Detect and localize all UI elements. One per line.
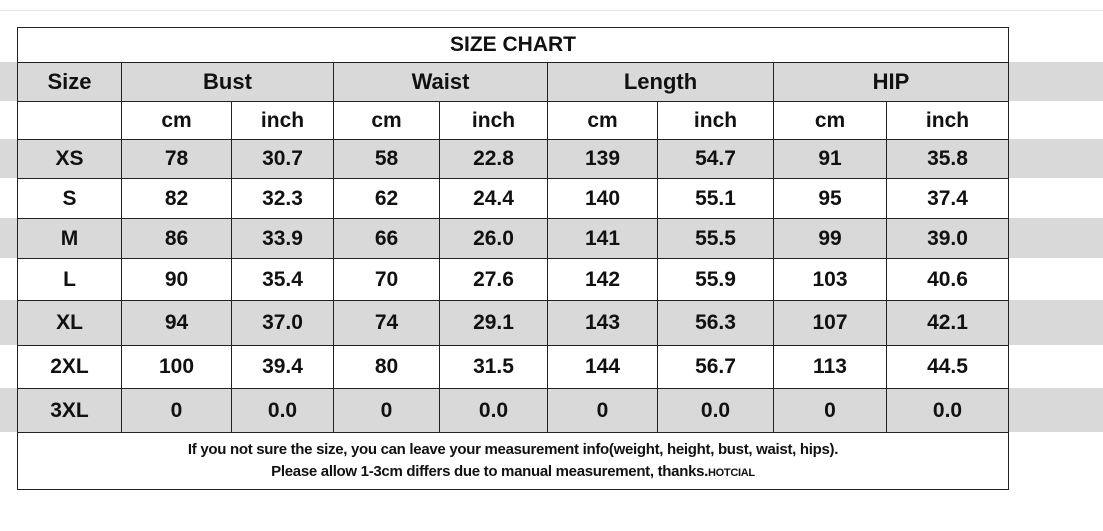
measurement-cell: 42.1	[885, 300, 1010, 346]
measurement-cell: 39.4	[231, 345, 334, 389]
measurement-cell: 24.4	[439, 178, 548, 219]
size-label: 2XL	[17, 345, 122, 389]
measurement-cell: 100	[121, 345, 232, 389]
measurement-cell: 37.4	[885, 178, 1010, 219]
size-chart-table: SIZE CHART Size Bust Waist Length HIP cm…	[16, 27, 1010, 490]
measurement-cell: 142	[547, 258, 658, 301]
measurement-cell: 82	[121, 178, 232, 219]
size-label: L	[17, 258, 122, 301]
footer-note: If you not sure the size, you can leave …	[16, 432, 1010, 490]
measurement-cell: 0	[121, 388, 232, 433]
measurement-cell: 58	[333, 139, 440, 179]
table-row: 2XL 100 39.4 80 31.5 144 56.7 113 44.5	[17, 345, 1010, 389]
measurement-cell: 113	[773, 345, 887, 389]
measurement-cell: 140	[547, 178, 658, 219]
measurement-cell: 31.5	[439, 345, 548, 389]
measurement-cell: 91	[773, 139, 887, 179]
footer-line-1: If you not sure the size, you can leave …	[187, 440, 839, 458]
measurement-cell: 103	[773, 258, 887, 301]
unit-inch: inch	[439, 101, 548, 140]
measurement-cell: 107	[773, 300, 887, 346]
measurement-cell: 35.8	[885, 139, 1010, 179]
measurement-cell: 70	[333, 258, 440, 301]
header-length: Length	[547, 62, 774, 102]
measurement-cell: 86	[121, 218, 232, 259]
measurement-cell: 74	[333, 300, 440, 346]
measurement-cell: 99	[773, 218, 887, 259]
measurement-cell: 55.1	[657, 178, 774, 219]
measurement-cell: 80	[333, 345, 440, 389]
measurement-cell: 27.6	[439, 258, 548, 301]
measurement-cell: 66	[333, 218, 440, 259]
measurement-cell: 139	[547, 139, 658, 179]
measurement-cell: 33.9	[231, 218, 334, 259]
table-row: M 86 33.9 66 26.0 141 55.5 99 39.0	[17, 218, 1010, 259]
table-row: XS 78 30.7 58 22.8 139 54.7 91 35.8	[17, 139, 1010, 179]
unit-inch: inch	[657, 101, 774, 140]
measurement-cell: 0.0	[885, 388, 1010, 433]
measurement-cell: 56.3	[657, 300, 774, 346]
measurement-cell: 37.0	[231, 300, 334, 346]
measurement-cell: 62	[333, 178, 440, 219]
measurement-cell: 56.7	[657, 345, 774, 389]
size-label: S	[17, 178, 122, 219]
header-hip: HIP	[772, 62, 1010, 102]
footer-line-2: Please allow 1-3cm differs due to manual…	[18, 461, 1008, 484]
unit-cm: cm	[333, 101, 440, 140]
header-bust: Bust	[121, 62, 334, 102]
measurement-cell: 26.0	[439, 218, 548, 259]
measurement-cell: 22.8	[439, 139, 548, 179]
measurement-cell: 94	[121, 300, 232, 346]
brand-label: HOTCIAL	[708, 466, 755, 479]
measurement-cell: 95	[773, 178, 887, 219]
table-row: 3XL 0 0.0 0 0.0 0 0.0 0 0.0	[17, 388, 1010, 433]
size-label: M	[17, 218, 122, 259]
measurement-cell: 90	[121, 258, 232, 301]
footer-line-2-text: Please allow 1-3cm differs due to manual…	[271, 462, 709, 480]
table-row: XL 94 37.0 74 29.1 143 56.3 107 42.1	[17, 300, 1010, 346]
measurement-cell: 29.1	[439, 300, 548, 346]
measurement-cell: 55.9	[657, 258, 774, 301]
measurement-cell: 0	[773, 388, 887, 433]
measurement-cell: 40.6	[885, 258, 1010, 301]
measurement-cell: 32.3	[231, 178, 334, 219]
unit-inch: inch	[231, 101, 334, 140]
measurement-cell: 39.0	[885, 218, 1010, 259]
header-waist: Waist	[333, 62, 548, 102]
measurement-cell: 0	[547, 388, 658, 433]
unit-inch: inch	[885, 101, 1010, 140]
size-label: XL	[17, 300, 122, 346]
measurement-cell: 54.7	[657, 139, 774, 179]
unit-cm: cm	[121, 101, 232, 140]
measurement-cell: 44.5	[885, 345, 1010, 389]
measurement-cell: 0.0	[231, 388, 334, 433]
measurement-cell: 35.4	[231, 258, 334, 301]
measurement-cell: 144	[547, 345, 658, 389]
header-size: Size	[17, 62, 122, 102]
table-row: L 90 35.4 70 27.6 142 55.9 103 40.6	[17, 258, 1010, 301]
table-row: S 82 32.3 62 24.4 140 55.1 95 37.4	[17, 178, 1010, 219]
size-label: 3XL	[17, 388, 122, 433]
measurement-cell: 0.0	[657, 388, 774, 433]
measurement-cell: 0.0	[439, 388, 548, 433]
measurement-cell: 30.7	[231, 139, 334, 179]
measurement-cell: 78	[121, 139, 232, 179]
unit-cm: cm	[773, 101, 887, 140]
measurement-cell: 143	[547, 300, 658, 346]
unit-cm: cm	[547, 101, 658, 140]
spreadsheet-gridline	[0, 0, 1103, 11]
measurement-cell: 141	[547, 218, 658, 259]
size-label: XS	[17, 139, 122, 179]
chart-title: SIZE CHART	[16, 27, 1010, 63]
measurement-cell: 55.5	[657, 218, 774, 259]
measurement-cell: 0	[333, 388, 440, 433]
unit-empty	[17, 101, 122, 140]
